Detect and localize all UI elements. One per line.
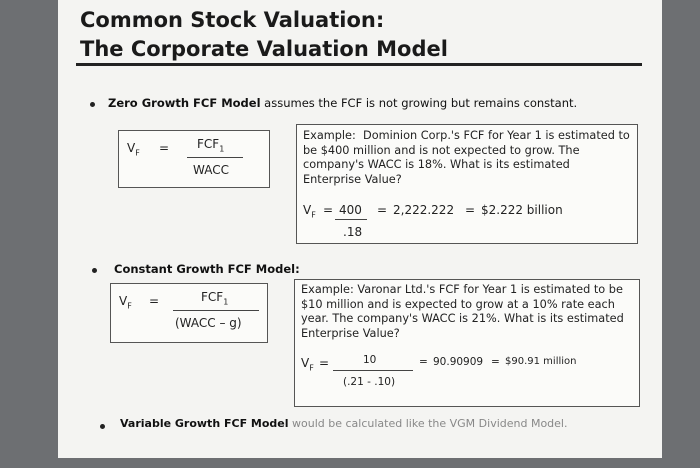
formula-lhs: VF — [127, 141, 140, 157]
example-box: Example: Dominion Corp.'s FCF for Year 1… — [296, 124, 638, 244]
example-box: Example: Varonar Ltd.'s FCF for Year 1 i… — [294, 279, 640, 407]
calc-lhs: VF — [301, 356, 314, 372]
denominator: WACC — [193, 163, 229, 177]
text: V — [303, 203, 312, 217]
text: 1 — [219, 144, 225, 154]
text: Example: — [303, 129, 356, 142]
text: Varonar Ltd.'s FCF for Year 1 is estimat… — [301, 283, 624, 340]
equals: = — [465, 203, 476, 217]
bullet-text: Constant Growth FCF Model: — [114, 262, 300, 276]
example-text: Example: Varonar Ltd.'s FCF for Year 1 i… — [301, 283, 633, 341]
text: F — [311, 210, 316, 220]
text: Example: — [301, 283, 354, 296]
text: V — [127, 141, 136, 155]
text: V — [301, 356, 310, 370]
result: 90.90909 — [433, 356, 484, 368]
text: F — [309, 363, 314, 373]
bullet — [90, 102, 95, 107]
equals: = — [377, 203, 388, 217]
equals: = — [319, 356, 330, 370]
result: 2,222.222 — [393, 203, 455, 217]
example-text: Example: Dominion Corp.'s FCF for Year 1… — [303, 129, 631, 187]
text: FCF — [201, 290, 224, 304]
fraction-bar — [187, 157, 243, 158]
numerator: FCF1 — [197, 137, 224, 153]
denominator: .18 — [343, 225, 363, 239]
text: V — [119, 294, 128, 308]
equals: = — [149, 294, 160, 308]
text: F — [135, 148, 140, 158]
fraction-bar — [335, 219, 367, 220]
text: would be calculated like the VGM Dividen… — [288, 417, 568, 430]
bullet — [92, 268, 97, 273]
equals: = — [419, 356, 428, 368]
equals: = — [323, 203, 334, 217]
text: Dominion Corp.'s FCF for Year 1 is estim… — [303, 129, 630, 186]
text: assumes the FCF is not growing but remai… — [260, 96, 578, 110]
numerator: FCF1 — [201, 290, 228, 306]
text: 1 — [223, 297, 229, 307]
text: F — [127, 301, 132, 311]
numerator: 10 — [363, 354, 377, 366]
text: FCF — [197, 137, 220, 151]
title-rule — [76, 63, 642, 66]
formula-box: VF = FCF1 WACC — [118, 130, 270, 188]
calc-lhs: VF — [303, 203, 316, 219]
denominator: (.21 - .10) — [343, 376, 396, 388]
fraction-bar — [173, 310, 259, 311]
denominator: (WACC – g) — [175, 316, 242, 330]
slide: Common Stock Valuation: The Corporate Va… — [58, 0, 662, 458]
final: $2.222 billion — [481, 203, 563, 217]
bullet-text: Zero Growth FCF Model assumes the FCF is… — [108, 96, 577, 110]
bullet — [100, 424, 105, 429]
equals: = — [491, 356, 500, 368]
equals: = — [159, 141, 170, 155]
title-line: The Corporate Valuation Model — [80, 37, 448, 61]
numerator: 400 — [339, 203, 362, 217]
bullet-text: Variable Growth FCF Model would be calcu… — [120, 417, 567, 430]
fraction-bar — [333, 370, 413, 371]
formula-box: VF = FCF1 (WACC – g) — [110, 283, 268, 343]
title-line: Common Stock Valuation: — [80, 8, 385, 32]
bold-text: Constant Growth FCF Model: — [114, 262, 300, 276]
final: $90.91 million — [505, 356, 577, 367]
formula-lhs: VF — [119, 294, 132, 310]
bold-text: Zero Growth FCF Model — [108, 96, 261, 110]
bold-text: Variable Growth FCF Model — [120, 417, 289, 430]
